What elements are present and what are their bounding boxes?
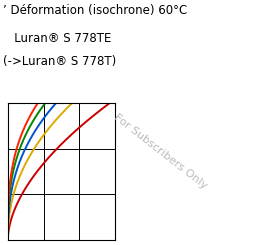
Text: ’ Déformation (isochrone) 60°C: ’ Déformation (isochrone) 60°C — [3, 4, 187, 17]
Text: For Subscribers Only: For Subscribers Only — [112, 112, 209, 191]
Text: Luran® S 778TE: Luran® S 778TE — [3, 32, 111, 45]
Text: (->Luran® S 778T): (->Luran® S 778T) — [3, 55, 116, 68]
